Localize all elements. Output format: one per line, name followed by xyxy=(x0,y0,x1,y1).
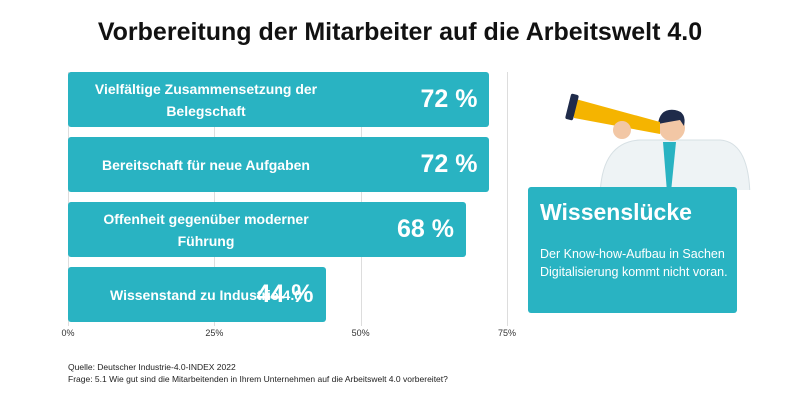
grid-line xyxy=(214,72,216,326)
bar: Vielfältige Zusammensetzung der Belegsch… xyxy=(68,72,490,127)
value-label: 72 % xyxy=(420,85,478,113)
category-label: Wissenstand zu Industrie 4.0 xyxy=(109,286,303,303)
x-tick-label: 25% xyxy=(205,328,224,338)
category-label: Bereitschaft für neue Aufgaben xyxy=(102,156,310,173)
callout: Wissenslücke Der Know-how-Aufbau in Sach… xyxy=(528,187,737,313)
source: Quelle: Deutscher Industrie-4.0-INDEX 20… xyxy=(68,362,236,372)
value-label: 44 % xyxy=(256,280,314,308)
x-tick-label: 50% xyxy=(351,328,370,338)
bar: Bereitschaft für neue Aufgaben 72 % xyxy=(68,137,490,192)
callout-text: Der Know-how-Aufbau in Sachen Digitalisi… xyxy=(540,247,728,279)
category-label: Offenheit gegenüber moderner Führung xyxy=(103,210,309,249)
grid-line xyxy=(507,72,508,326)
bar: Wissenstand zu Industrie 4.0 44 % xyxy=(68,267,326,322)
x-tick-label: 75% xyxy=(497,328,517,338)
grid-line xyxy=(360,72,362,326)
bar: Offenheit gegenüber moderner Führung 68 % xyxy=(68,202,467,257)
grid-line xyxy=(68,72,69,326)
x-tick-label: 0% xyxy=(61,328,75,338)
callout-title: Wissenslücke xyxy=(540,199,692,225)
question: Frage: 5.1 Wie gut sind die Mitarbeitend… xyxy=(68,374,448,384)
chart-title: Vorbereitung der Mitarbeiter auf die Arb… xyxy=(97,18,703,46)
category-label: Vielfältige Zusammensetzung der Belegsch… xyxy=(94,80,318,119)
value-label: 72 % xyxy=(420,150,478,178)
illustration xyxy=(565,93,751,190)
value-label: 68 % xyxy=(397,215,455,243)
